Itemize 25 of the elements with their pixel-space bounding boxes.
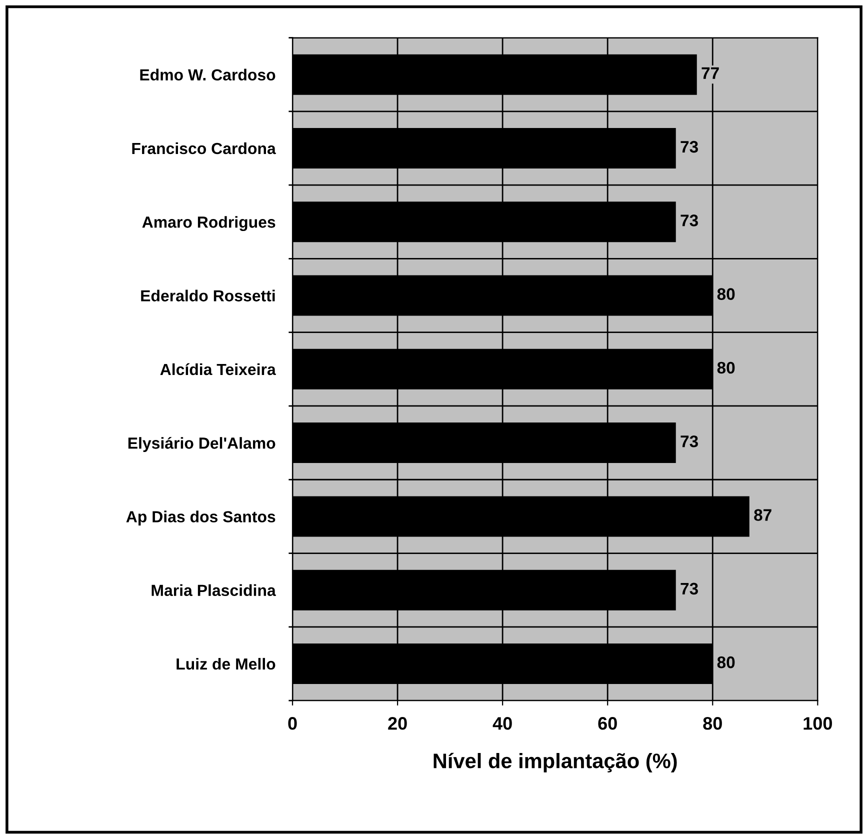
x-axis-title: Nível de implantação (%): [434, 752, 677, 772]
y-tick-label: Ederaldo Rossetti: [141, 290, 275, 302]
data-label: 73: [680, 140, 698, 153]
y-tick-label: Luiz de Mello: [176, 658, 276, 670]
y-tick-label: Edmo W. Cardoso: [140, 68, 276, 81]
y-tick-label: Amaro Rodrigues: [142, 216, 276, 232]
x-tick-label: 100: [804, 717, 832, 730]
data-label: 80: [717, 288, 735, 300]
x-tick-label: 20: [388, 717, 407, 730]
y-tick-label: Ap Dias dos Santos: [126, 510, 276, 526]
y-tick-label: Elysiário Del'Alamo: [128, 436, 276, 452]
data-label: 80: [717, 656, 735, 668]
data-label: 73: [680, 582, 698, 595]
x-tick-label: 40: [492, 717, 512, 730]
y-tick-label: Francisco Cardona: [132, 142, 276, 154]
y-tick-label: Alcídia Teixeira: [160, 363, 276, 376]
data-label: 77: [702, 67, 719, 79]
x-tick-label: 60: [598, 717, 617, 730]
data-label: 80: [717, 362, 735, 374]
data-label: 87: [754, 509, 772, 521]
x-tick-label: 0: [288, 717, 297, 730]
data-label: 73: [680, 435, 698, 448]
data-label: 73: [680, 214, 698, 226]
x-tick-label: 80: [703, 717, 722, 730]
y-tick-label: Maria Plascidina: [152, 584, 276, 596]
